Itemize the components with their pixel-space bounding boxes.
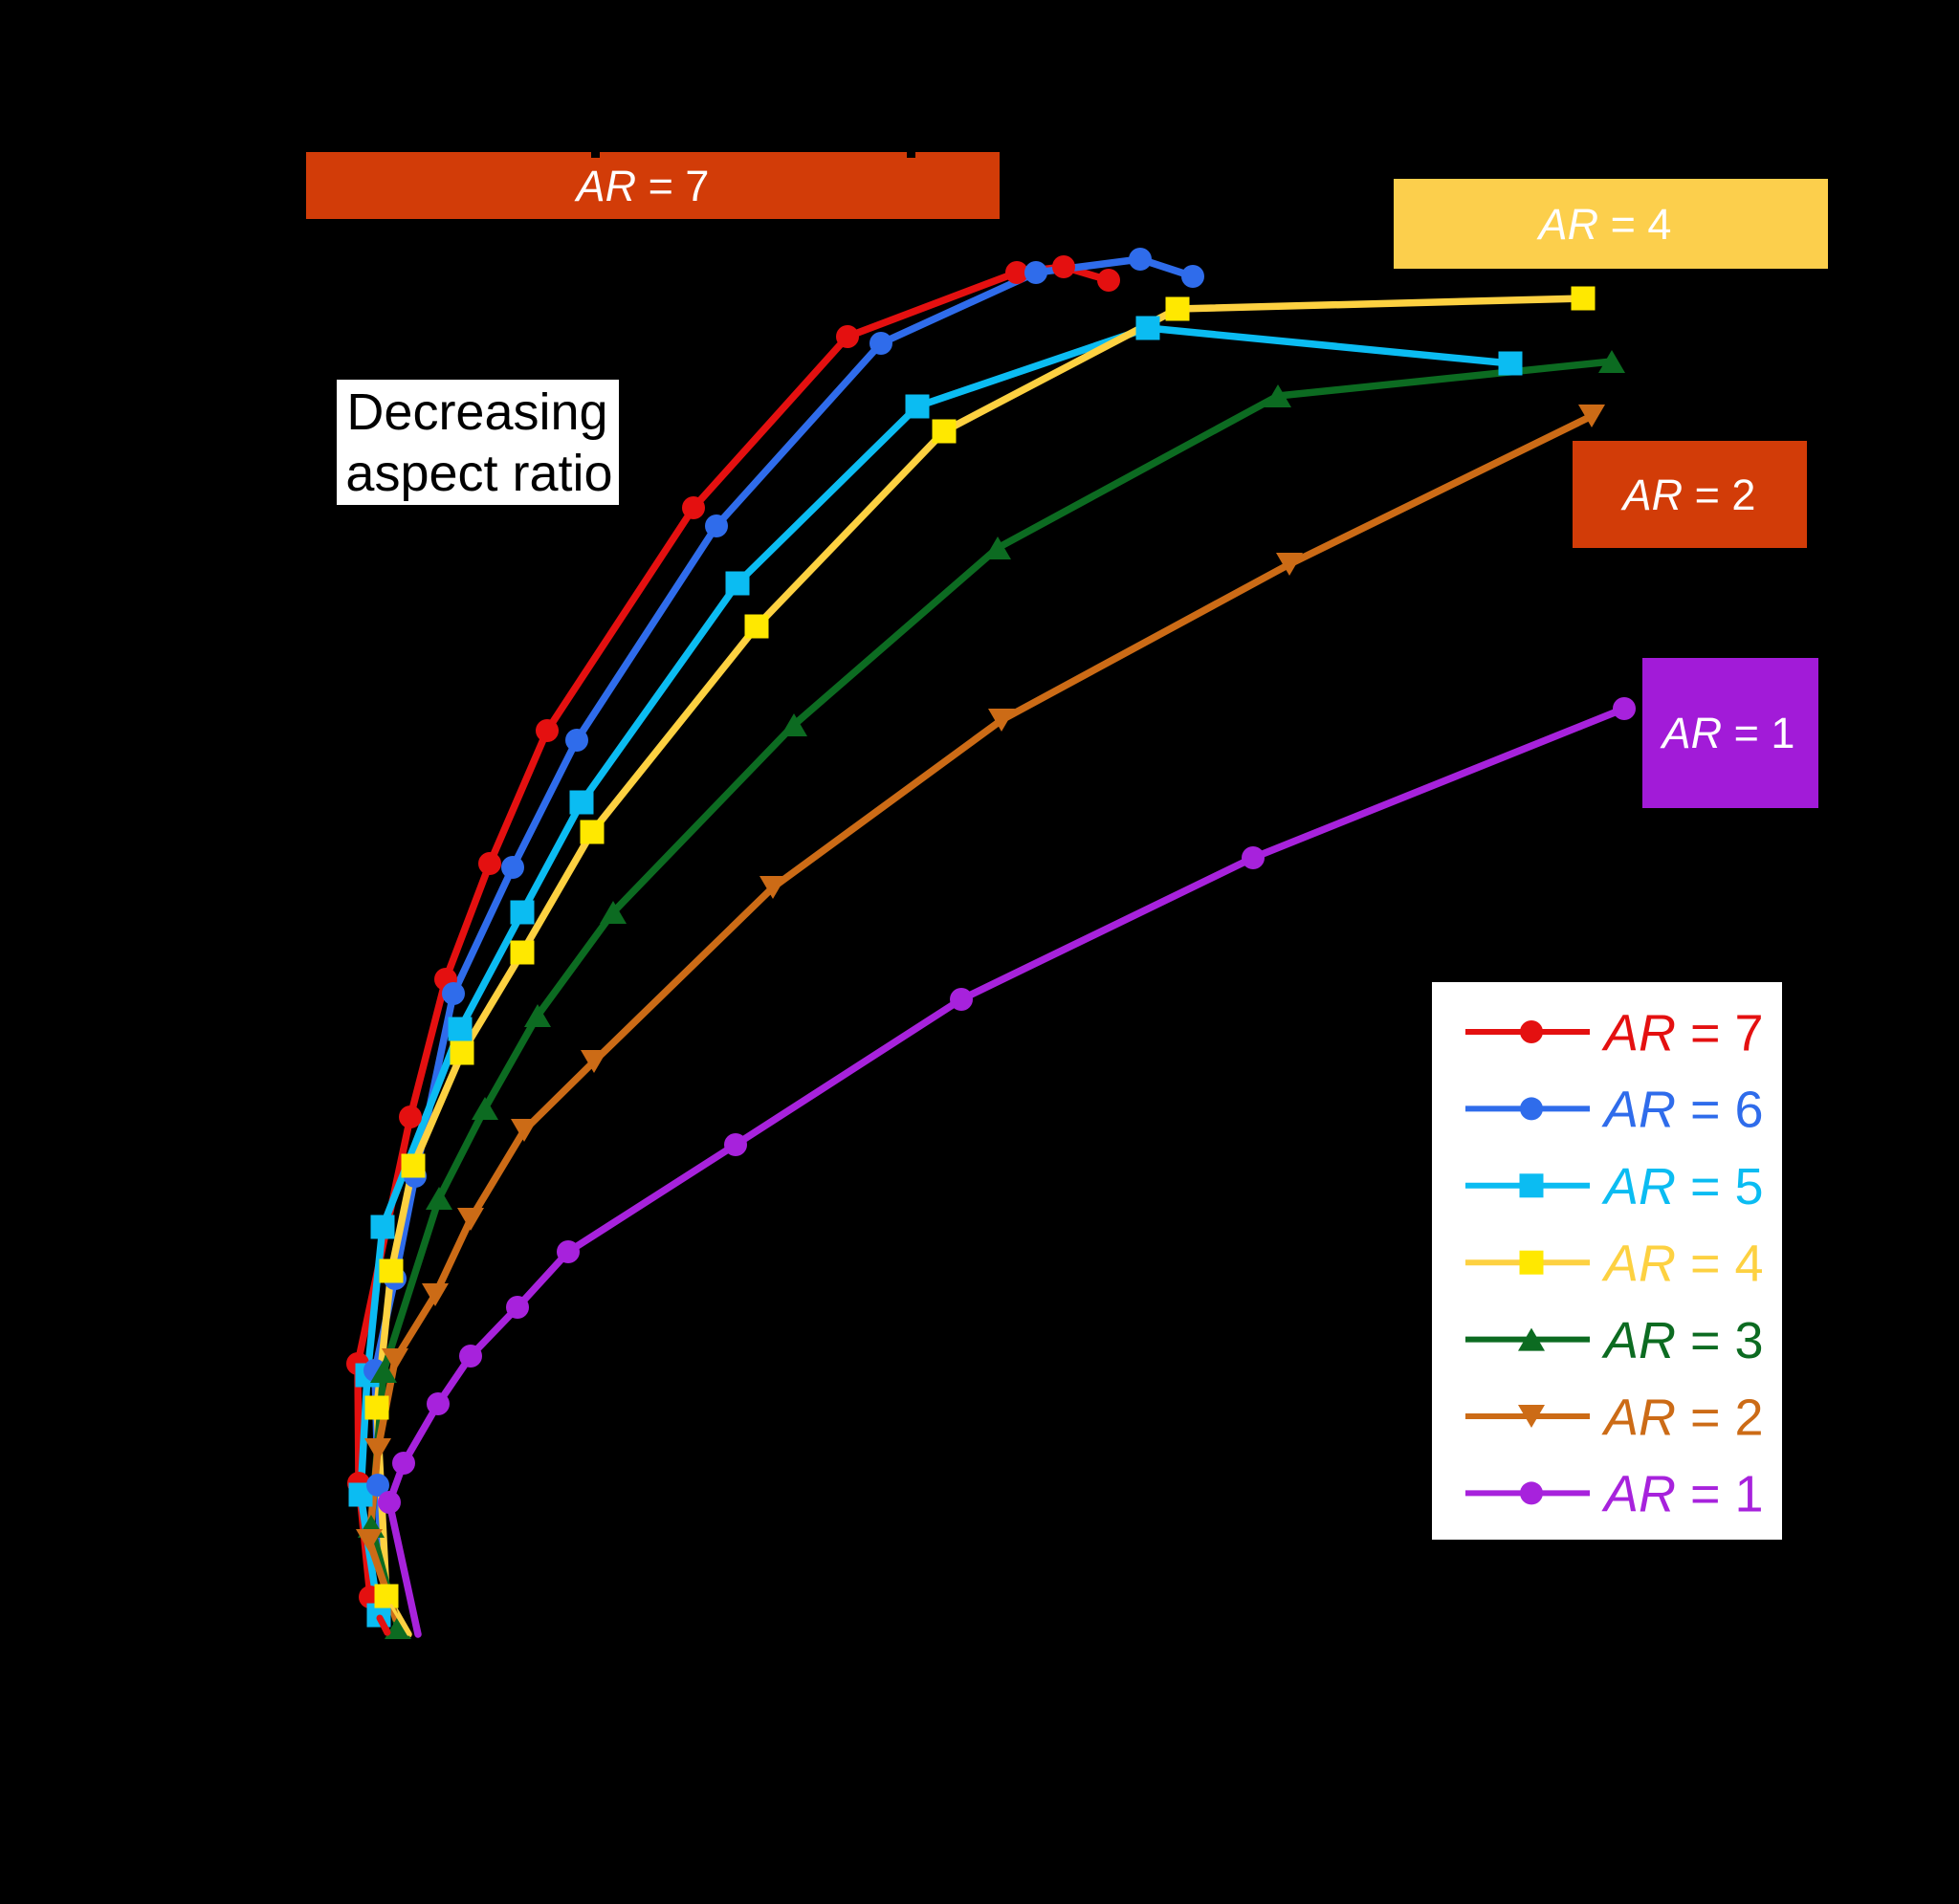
svg-text:AR = 2: AR = 2 [1620,471,1756,519]
svg-text:AR = 5: AR = 5 [1601,1158,1764,1215]
svg-text:AR = 4: AR = 4 [1536,200,1672,249]
svg-text:AR = 2: AR = 2 [1601,1389,1764,1446]
svg-text:aspect ratio: aspect ratio [345,445,612,502]
svg-text:AR = 3: AR = 3 [1601,1312,1764,1369]
svg-text:AR = 1: AR = 1 [1601,1466,1764,1523]
svg-text:AR = 6: AR = 6 [1601,1082,1764,1139]
svg-text:AR = 7: AR = 7 [1601,1004,1764,1061]
svg-text:Decreasing: Decreasing [346,383,607,441]
svg-text:AR = 1: AR = 1 [1660,709,1795,757]
svg-text:AR = 4: AR = 4 [1601,1236,1764,1293]
svg-text:AR = 7: AR = 7 [574,162,710,210]
